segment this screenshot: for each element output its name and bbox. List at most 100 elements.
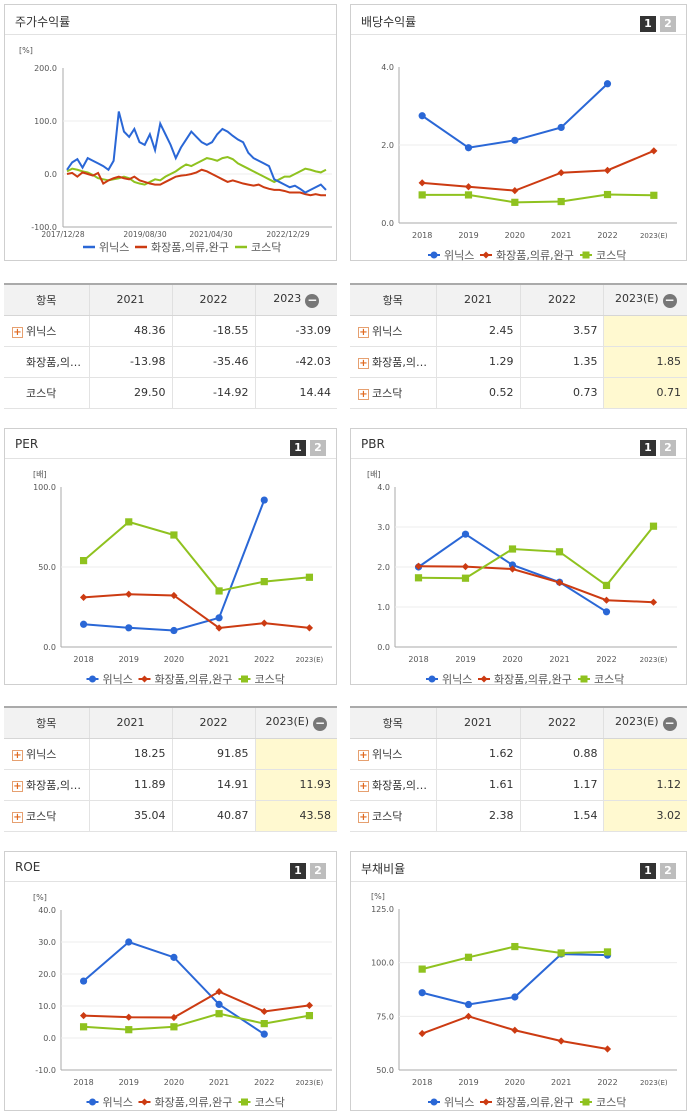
y-tick-label: 100.0 [34,117,57,126]
x-tick-label: 2021 [209,1078,229,1087]
expand-icon[interactable]: + [12,811,23,823]
data-point [260,496,268,504]
table-header-cell: 항목 [350,707,437,739]
table-header-cell: 2022 [519,707,604,739]
row-label-cell: + 화장품,의… [350,769,437,801]
collapse-icon[interactable]: − [662,715,677,731]
table-cell: 3.02 [603,800,687,832]
data-point [602,596,611,604]
row-label: 화장품,의… [372,355,427,369]
data-point [170,1023,178,1031]
data-point [125,1013,133,1021]
table-header-cell: 항목 [350,284,437,316]
row-label-cell: 코스닥 [4,377,89,409]
table-header-cell: 2021 [435,707,520,739]
legend-label: 위닉스 [103,673,133,686]
y-unit-label: [%] [19,46,33,55]
table-cell: -13.98 [88,346,172,378]
series-line [83,990,310,1019]
data-point [603,166,612,174]
data-point [511,993,519,1001]
x-tick-label: 2018 [73,1078,93,1087]
page-2-button[interactable]: 2 [310,863,326,879]
data-point [461,574,470,582]
row-label-cell: + 위닉스 [350,738,437,770]
x-tick-label: 2023(E) [640,1079,668,1087]
data-point [305,573,314,581]
header-label: 2023(E) [614,714,659,728]
y-tick-label: 2.0 [377,563,390,572]
table-row: + 코스닥 0.52 0.73 0.71 [350,377,687,409]
table-cell: -14.92 [171,377,255,409]
page-1-button[interactable]: 1 [640,16,656,32]
x-tick-label: 2022/12/29 [266,230,309,239]
table-cell: 1.29 [435,346,520,378]
collapse-icon[interactable]: − [305,292,320,308]
data-point [215,1010,223,1018]
panel-title: 부채비율 [361,862,406,876]
legend-marker [89,1098,96,1106]
header-label: 2023(E) [614,291,659,305]
collapse-icon[interactable]: − [662,292,677,308]
series-2 [418,1012,612,1053]
header-label: 2021 [464,293,492,307]
table-cell: 1.62 [435,738,520,770]
header-label: 2021 [464,716,492,730]
series-line [422,193,654,204]
data-point [79,620,88,628]
expand-icon[interactable]: + [12,780,23,792]
expand-icon[interactable]: + [358,326,369,338]
data-point [511,136,519,144]
page-2-button[interactable]: 2 [660,440,676,456]
expand-icon[interactable]: + [12,749,23,761]
panel-title: PBR [361,437,385,451]
table-cell: 11.89 [88,769,172,801]
y-tick-label: 50.0 [376,1066,394,1075]
series-line-2 [66,168,326,197]
data-point [414,574,423,582]
legend-label: 화장품,의류,완구 [151,241,229,254]
page-1-button[interactable]: 1 [640,863,656,879]
table-header-row: 항목 2021 2022 2023(E) − [350,284,687,316]
legend-marker [430,251,438,259]
data-point [260,1007,268,1016]
y-tick-label: 50.0 [38,563,56,572]
row-label: 위닉스 [372,324,403,338]
expand-icon[interactable]: + [358,811,369,823]
page-2-button[interactable]: 2 [310,440,326,456]
legend-marker [89,675,96,683]
expand-icon[interactable]: + [12,326,23,338]
data-point [79,1012,88,1020]
data-point [215,614,223,622]
data-point [511,1026,519,1034]
expand-icon[interactable]: + [358,749,369,761]
y-tick-label: 0.0 [377,643,390,652]
page-1-button[interactable]: 1 [290,440,306,456]
collapse-icon[interactable]: − [313,715,328,731]
table-cell: 29.50 [88,377,172,409]
data-point [260,1030,268,1038]
page-2-button[interactable]: 2 [660,863,676,879]
page-1-button[interactable]: 1 [290,863,306,879]
table-header-row: 항목 2021 2022 2023(E) − [4,707,337,739]
table-header-row: 항목 2021 2022 2023− [4,284,337,316]
legend-marker [241,675,248,683]
pbr-table: 항목 2021 2022 2023(E) − + 위닉스 1.62 0.88 + 화장품,의… 1.6… [350,706,687,832]
table-header-cell: 2022 [171,707,255,739]
header-label: 2022 [199,716,228,730]
expand-icon[interactable]: + [358,357,369,369]
page-2-button[interactable]: 2 [660,16,676,32]
data-point [464,191,473,199]
row-label: 코스닥 [372,809,403,823]
x-tick-label: 2022 [596,655,616,664]
table-cell: 14.91 [171,769,255,801]
y-tick-label: 0.0 [43,643,56,652]
legend-label: 위닉스 [444,1096,474,1109]
page-1-button[interactable]: 1 [640,440,656,456]
data-point [603,80,612,88]
expand-icon[interactable]: + [358,780,369,792]
expand-icon[interactable]: + [358,388,369,400]
series-3 [79,1010,314,1034]
y-tick-label: -100.0 [31,223,57,232]
y-tick-label: 20.0 [38,970,56,979]
